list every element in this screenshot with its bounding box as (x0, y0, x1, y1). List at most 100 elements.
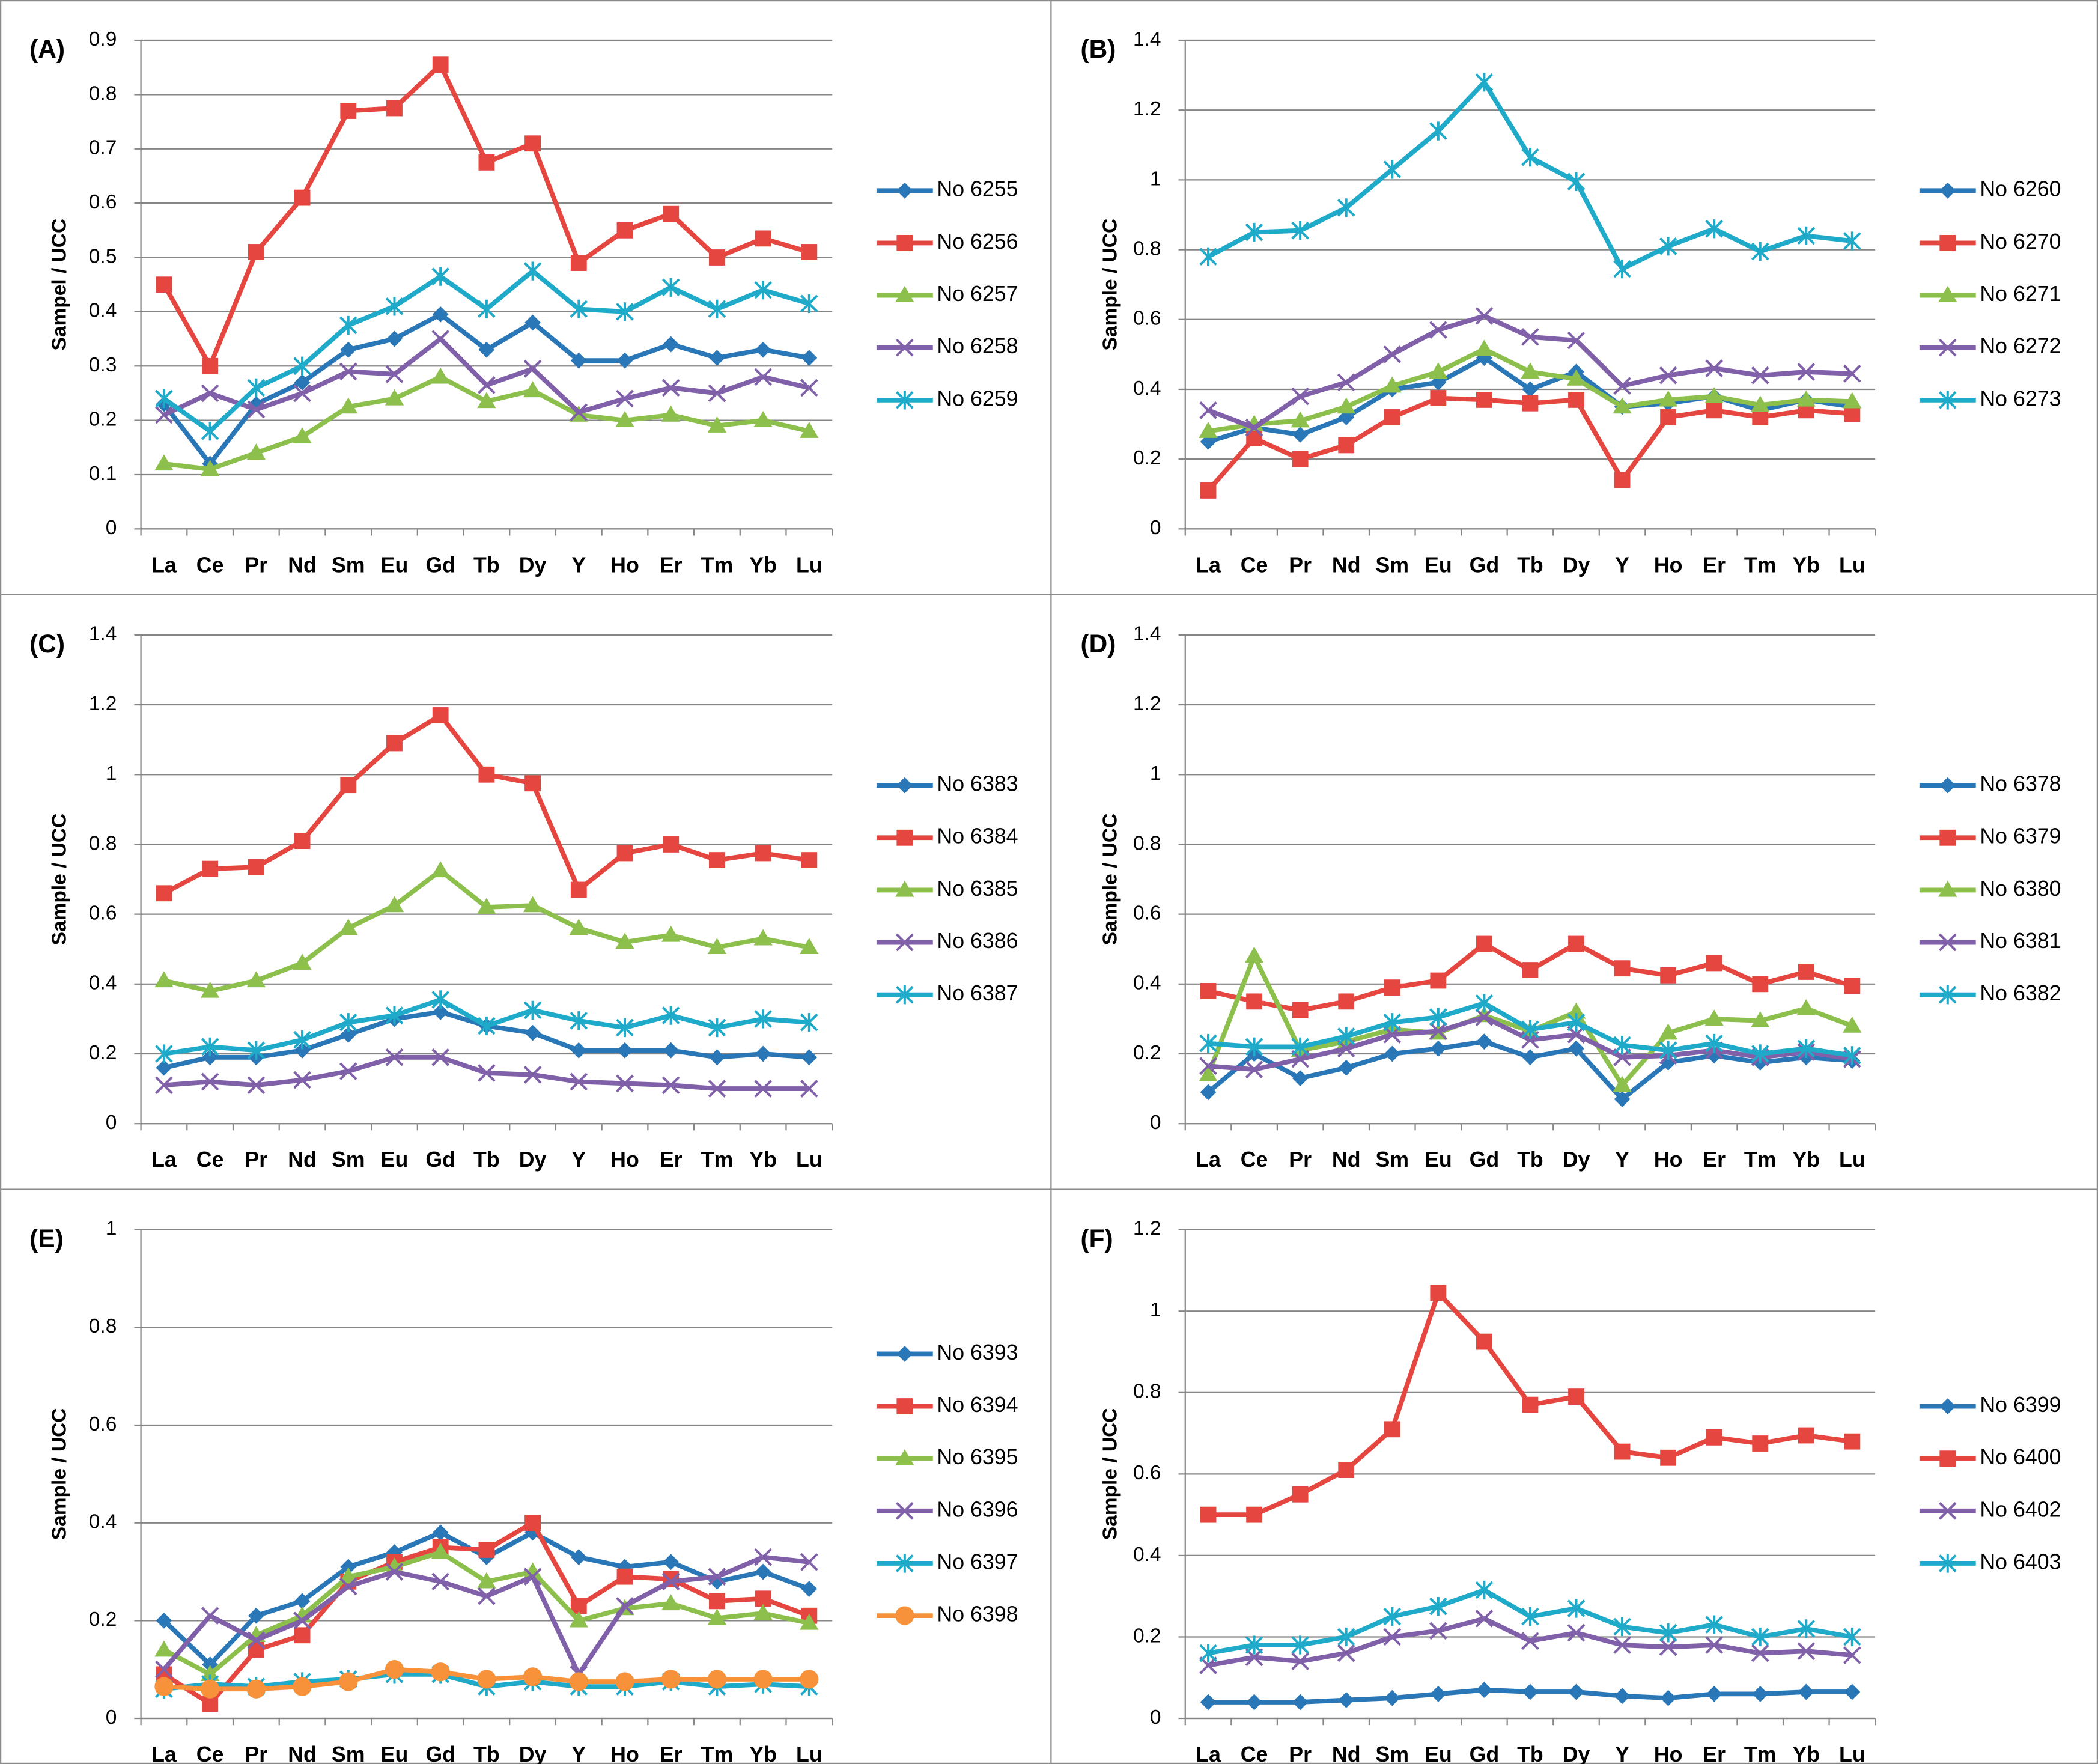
legend-label: No 6271 (1980, 282, 2061, 306)
marker (294, 833, 311, 850)
marker (570, 1011, 588, 1030)
y-tick-label: 0.6 (89, 1413, 117, 1435)
marker (1199, 1065, 1218, 1082)
x-tick-label: Tm (1744, 1742, 1777, 1764)
x-tick-label: Tm (1744, 1148, 1777, 1172)
legend-marker (896, 1554, 914, 1573)
marker (661, 1006, 680, 1025)
y-tick-label: 1.2 (1133, 693, 1161, 715)
marker (1475, 994, 1494, 1013)
marker (800, 294, 818, 313)
marker (1291, 1037, 1309, 1057)
marker (1566, 369, 1586, 386)
y-tick-label: 0.4 (1133, 972, 1161, 994)
marker (707, 938, 727, 954)
marker (1474, 339, 1494, 356)
marker (432, 306, 449, 323)
x-tick-label: Dy (1563, 1148, 1590, 1172)
y-tick-label: 0.2 (1133, 1625, 1161, 1647)
marker (570, 255, 587, 271)
marker (1843, 392, 1862, 409)
marker (661, 405, 681, 422)
marker (1796, 390, 1816, 407)
legend-marker (1938, 1501, 1957, 1520)
marker (1475, 307, 1494, 325)
x-tick-label: Eu (381, 1742, 409, 1764)
marker (1292, 451, 1309, 467)
marker (1382, 376, 1402, 393)
marker (1843, 365, 1861, 383)
marker (1704, 386, 1724, 403)
marker (478, 299, 496, 318)
marker (1567, 331, 1586, 350)
legend-marker (895, 285, 914, 302)
chart-title: (D) (1081, 630, 1116, 658)
marker (247, 1041, 266, 1060)
chart-panel: (D) Sample / UCC 0 0.2 0.4 0.6 0.8 1 1.2 1.4 La Ce P… (1081, 623, 2061, 1172)
legend-marker (1939, 182, 1956, 199)
legend-marker (1938, 285, 1957, 302)
marker (1475, 1580, 1494, 1600)
marker (1614, 472, 1631, 488)
marker (801, 1049, 818, 1066)
marker (616, 1568, 633, 1585)
x-tick-label: Y (1615, 1742, 1629, 1764)
marker (294, 1042, 311, 1059)
marker (1614, 1443, 1631, 1460)
marker (1568, 391, 1584, 408)
x-tick-label: Tm (701, 1742, 734, 1764)
marker (1521, 1607, 1539, 1626)
marker (339, 362, 357, 381)
marker (661, 278, 680, 297)
x-tick-label: Tb (1517, 1742, 1543, 1764)
y-tick-label: 0.4 (1133, 1544, 1161, 1566)
y-tick-label: 0 (1150, 1112, 1161, 1134)
marker (1705, 219, 1724, 239)
marker (340, 341, 357, 358)
marker (708, 1018, 726, 1038)
x-tick-label: Ho (1654, 1742, 1683, 1764)
y-tick-label: 0.2 (89, 1608, 117, 1631)
marker (1659, 237, 1677, 256)
marker (754, 368, 772, 386)
marker (1844, 1683, 1861, 1700)
marker (1752, 1435, 1769, 1452)
y-tick-label: 0.2 (1133, 447, 1161, 469)
x-tick-label: Yb (749, 553, 777, 577)
marker (201, 1072, 219, 1091)
legend-marker (896, 391, 914, 410)
x-tick-label: Gd (1470, 1148, 1500, 1172)
x-tick-label: Eu (1425, 1742, 1452, 1764)
chart-title: (A) (29, 35, 65, 63)
x-tick-label: Dy (1563, 1742, 1590, 1764)
y-tick-label: 0.8 (1133, 832, 1161, 854)
marker (155, 1076, 173, 1095)
marker (156, 885, 172, 902)
marker (1476, 391, 1492, 408)
marker (523, 1066, 542, 1084)
marker (1199, 422, 1218, 438)
y-tick-label: 0.9 (89, 28, 117, 50)
x-tick-label: La (151, 1742, 177, 1764)
x-tick-label: Pr (245, 1742, 267, 1764)
marker (432, 56, 449, 73)
marker (1291, 387, 1309, 406)
marker (293, 427, 312, 443)
marker (1338, 437, 1355, 454)
marker (616, 1074, 634, 1093)
marker (293, 384, 311, 403)
marker (616, 1559, 633, 1575)
y-tick-label: 0.1 (89, 463, 117, 485)
marker (755, 341, 771, 358)
y-tick-label: 0 (1150, 517, 1161, 539)
marker (246, 971, 266, 988)
marker (1568, 935, 1584, 952)
legend-label: No 6257 (937, 282, 1018, 306)
legend-label: No 6387 (937, 981, 1018, 1005)
y-tick-label: 0.5 (89, 245, 117, 267)
y-tick-label: 0 (106, 1706, 117, 1729)
marker (154, 454, 174, 471)
x-tick-label: Pr (245, 553, 267, 577)
marker (293, 1611, 311, 1630)
marker (1199, 1033, 1217, 1053)
